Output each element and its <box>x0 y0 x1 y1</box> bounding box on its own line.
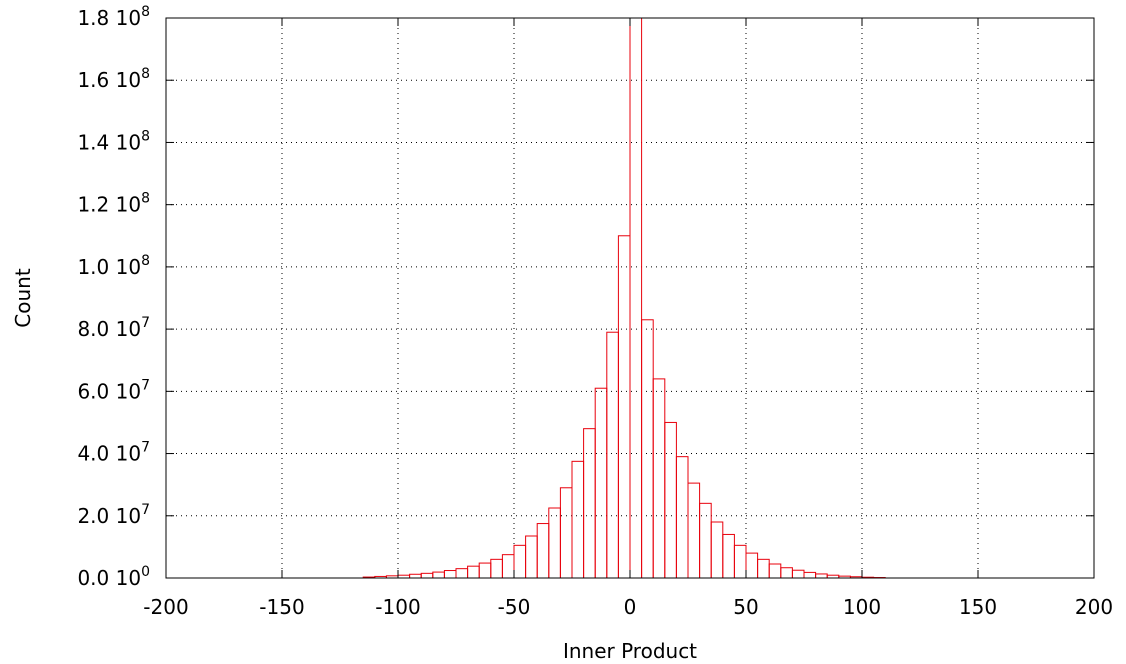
histogram-bar <box>791 569 805 579</box>
histogram-bar <box>768 563 782 579</box>
histogram-bar <box>652 378 666 579</box>
histogram-bar <box>571 460 585 579</box>
histogram-bar <box>443 570 457 579</box>
histogram-bar <box>815 573 828 579</box>
histogram-bar <box>733 544 747 579</box>
histogram-bar <box>420 572 434 579</box>
histogram-bar <box>455 568 469 579</box>
x-tick-label: 150 <box>959 595 997 619</box>
x-axis-title: Inner Product <box>563 639 697 663</box>
x-tick-label: 0 <box>624 595 637 619</box>
histogram-bar <box>780 567 793 579</box>
histogram-bar <box>664 421 677 579</box>
bars-layer <box>362 17 886 579</box>
x-tick-label: -150 <box>259 595 304 619</box>
histogram-bar <box>559 487 573 579</box>
y-tick-label: 8.0 107 <box>77 315 150 341</box>
histogram-bar <box>432 571 445 579</box>
histogram-bar <box>490 558 503 579</box>
histogram-bar <box>629 17 643 579</box>
histogram-bar <box>467 565 480 579</box>
y-tick-label: 4.0 107 <box>77 440 150 466</box>
histogram-bar <box>548 507 561 579</box>
ticks-layer <box>165 17 1095 579</box>
histogram-bar <box>536 523 550 579</box>
histogram-bar <box>617 235 631 579</box>
y-tick-label: 1.8 108 <box>77 4 150 30</box>
histogram-bar <box>478 562 492 579</box>
y-tick-label: 1.2 108 <box>77 191 150 217</box>
y-tick-label: 1.6 108 <box>77 66 150 92</box>
histogram-bar <box>641 319 654 579</box>
histogram-bar <box>501 554 515 579</box>
histogram-bar <box>525 535 538 579</box>
histogram-bar <box>687 482 701 579</box>
histogram-bar <box>722 533 735 579</box>
x-tick-label: -200 <box>143 595 188 619</box>
histogram-bar <box>513 544 527 579</box>
y-axis-title: Count <box>11 268 35 328</box>
histogram-bar <box>606 331 619 579</box>
y-tick-label: 0.0 100 <box>77 564 150 590</box>
histogram-bar <box>710 521 724 579</box>
x-tick-label: 200 <box>1075 595 1113 619</box>
histogram-bar <box>675 456 689 579</box>
x-tick-label: -100 <box>375 595 420 619</box>
y-tick-label: 2.0 107 <box>77 502 150 528</box>
histogram-bar <box>745 552 759 579</box>
x-tick-label: 100 <box>843 595 881 619</box>
histogram-bar <box>757 558 770 579</box>
y-tick-label: 1.4 108 <box>77 128 150 154</box>
histogram-bar <box>803 571 817 579</box>
y-tick-label: 6.0 107 <box>77 377 150 403</box>
labels-layer: -200 -150 -100 -50 0 50 100 150 200 0.0 100 2.0 10… <box>77 4 1113 619</box>
histogram-bar <box>409 573 422 579</box>
x-tick-label: -50 <box>498 595 531 619</box>
y-tick-label: 1.0 108 <box>77 253 150 279</box>
x-tick-label: 50 <box>733 595 758 619</box>
histogram-bar <box>699 502 712 579</box>
histogram-bar <box>583 428 596 579</box>
histogram-bar <box>594 387 608 579</box>
